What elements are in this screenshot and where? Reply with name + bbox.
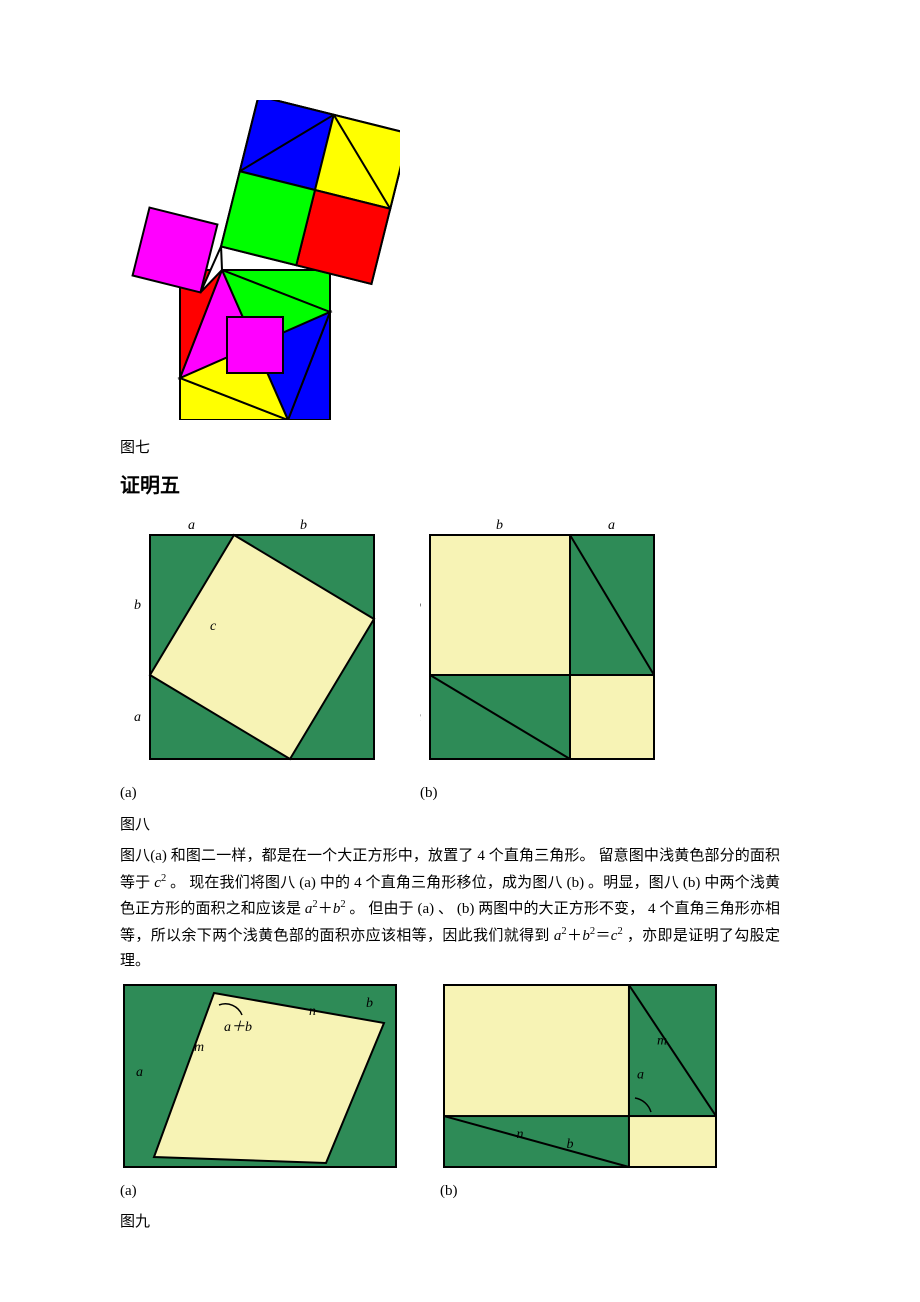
proof-5-heading: 证明五 bbox=[120, 469, 860, 503]
svg-text:m: m bbox=[657, 1033, 667, 1048]
figure-7 bbox=[120, 100, 860, 430]
svg-text:b: b bbox=[300, 518, 307, 533]
figure-7-svg bbox=[120, 100, 400, 420]
svg-text:b: b bbox=[366, 996, 373, 1011]
figure-9b-label: (b) bbox=[440, 1179, 720, 1205]
svg-text:b: b bbox=[496, 518, 503, 533]
svg-text:m: m bbox=[194, 1040, 204, 1055]
svg-text:n: n bbox=[516, 1127, 523, 1142]
figure-9-caption: 图九 bbox=[120, 1210, 860, 1236]
svg-text:b: b bbox=[134, 598, 141, 613]
figure-9a-label: (a) bbox=[120, 1179, 400, 1205]
svg-text:b: b bbox=[420, 598, 421, 613]
figure-7-caption: 图七 bbox=[120, 436, 860, 462]
figure-8b-label: (b) bbox=[420, 781, 680, 807]
proof-5-body: 图八(a) 和图二一样，都是在一个大正方形中，放置了 4 个直角三角形。 留意图… bbox=[120, 844, 780, 975]
svg-text:a＋b: a＋b bbox=[224, 1020, 252, 1035]
svg-text:a: a bbox=[136, 1065, 143, 1080]
figure-8a-col: a b b a c (a) bbox=[120, 517, 380, 807]
figure-8a-svg: a b b a c bbox=[120, 517, 380, 773]
figure-8b-svg: b a b a bbox=[420, 517, 680, 773]
figure-9a-col: a＋b n m a b (a) bbox=[120, 981, 400, 1205]
svg-text:c: c bbox=[210, 619, 217, 634]
svg-text:a: a bbox=[134, 710, 141, 725]
svg-text:a: a bbox=[637, 1067, 644, 1082]
figure-8a-label: (a) bbox=[120, 781, 380, 807]
figure-8-caption: 图八 bbox=[120, 813, 860, 839]
svg-text:a: a bbox=[420, 710, 421, 725]
svg-text:n: n bbox=[309, 1004, 316, 1019]
figure-9b-col: m a n b (b) bbox=[440, 981, 720, 1205]
figure-9b-svg: m a n b bbox=[440, 981, 720, 1171]
figure-9-row: a＋b n m a b (a) m a n b (b) bbox=[120, 981, 860, 1205]
figure-8-row: a b b a c (a) b a b a (b) bbox=[120, 517, 860, 807]
figure-8b-col: b a b a (b) bbox=[420, 517, 680, 807]
figure-9a-svg: a＋b n m a b bbox=[120, 981, 400, 1171]
svg-text:b: b bbox=[566, 1137, 573, 1152]
svg-text:a: a bbox=[608, 518, 615, 533]
svg-text:a: a bbox=[188, 518, 195, 533]
